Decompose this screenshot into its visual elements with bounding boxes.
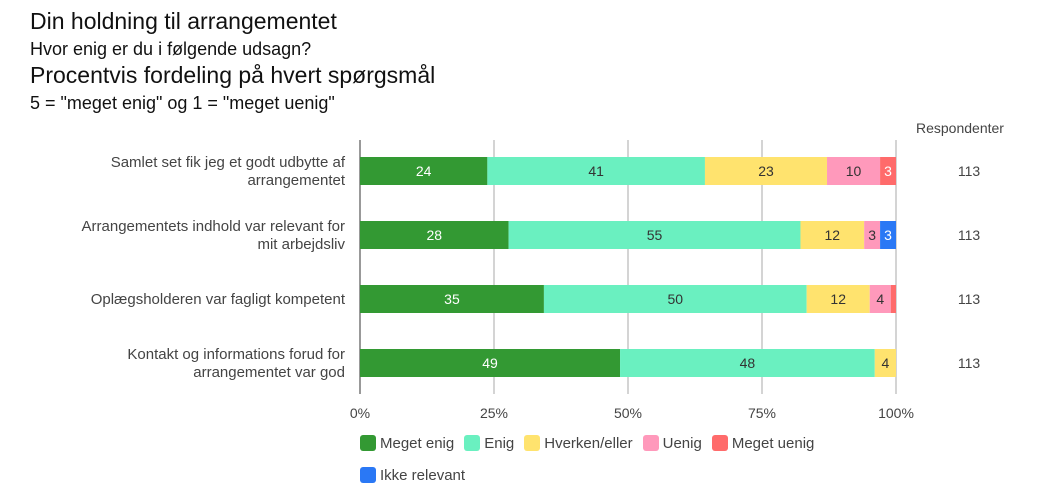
chart-legend: Meget enig Enig Hverken/eller Uenig Meget ue… (360, 432, 920, 496)
legend-label: Uenig (662, 434, 702, 452)
data-label: 12 (830, 291, 846, 307)
bar-segment[interactable] (360, 285, 544, 313)
x-tick-label: 100% (878, 405, 914, 421)
data-label: 41 (588, 163, 604, 179)
legend-swatch (642, 435, 659, 451)
bar-segment[interactable] (827, 157, 881, 185)
data-label: 49 (482, 355, 498, 371)
legend-label: Meget enig (380, 434, 455, 452)
legend-item[interactable]: Meget uenig (711, 432, 815, 454)
bar-segment[interactable] (360, 349, 621, 377)
data-label: 12 (825, 227, 841, 243)
category-label: Arrangementets indhold var relevant for (82, 218, 345, 235)
category-label: arrangementet var god (193, 364, 345, 381)
bar-segment[interactable] (704, 157, 828, 185)
category-label: mit arbejdsliv (257, 236, 345, 253)
legend-swatch (360, 467, 376, 483)
category-label: Kontakt og informations forud for (127, 346, 345, 363)
legend-item[interactable]: Meget enig (360, 432, 454, 454)
chart-subtitle-distribution: Procentvis fordeling på hvert spørgsmål (30, 62, 436, 88)
bar-segment[interactable] (800, 221, 865, 249)
data-label: 3 (868, 227, 876, 243)
legend-item[interactable]: Hverken/eller (524, 432, 633, 454)
respondents-count: 113 (958, 227, 981, 243)
legend-label: Hverken/eller (544, 434, 633, 452)
bar-segment[interactable] (360, 221, 509, 249)
legend-swatch (360, 435, 376, 451)
data-label: 23 (758, 163, 774, 179)
legend-swatch (464, 435, 481, 451)
data-label: 55 (647, 227, 663, 243)
bar-segment[interactable] (880, 221, 896, 249)
bar-segment[interactable] (874, 349, 896, 377)
category-label: Samlet set fik jeg et godt udbytte af (111, 154, 346, 171)
legend-item[interactable]: Ikke relevant (360, 464, 465, 486)
chart-subtitle-question: Hvor enig er du i følgende udsagn? (30, 39, 312, 59)
respondents-count: 113 (958, 355, 981, 371)
category-label: Oplægsholderen var fagligt kompetent (91, 291, 346, 308)
respondents-count: 113 (958, 163, 981, 179)
bar-segment[interactable] (360, 157, 488, 185)
data-label: 4 (876, 291, 884, 307)
data-label: 28 (427, 227, 443, 243)
bar-segment[interactable] (890, 285, 896, 313)
data-label: 24 (416, 163, 432, 179)
legend-label: Meget uenig (731, 434, 815, 452)
bar-segment[interactable] (508, 221, 801, 249)
category-label: arrangementet (247, 172, 345, 189)
legend-swatch (524, 435, 541, 451)
x-tick-label: 25% (480, 405, 508, 421)
legend-item[interactable]: Uenig (642, 432, 702, 454)
bar-segment[interactable] (864, 221, 881, 249)
bar-segment[interactable] (880, 157, 896, 185)
data-label: 35 (444, 291, 460, 307)
legend-label: Ikke relevant (380, 466, 466, 484)
bar-segment[interactable] (487, 157, 705, 185)
legend-swatch (711, 435, 728, 451)
data-label: 48 (740, 355, 756, 371)
data-label: 4 (881, 355, 889, 371)
chart-subtitle-scale: 5 = "meget enig" og 1 = "meget uenig" (30, 93, 335, 113)
chart-title: Din holdning til arrangementet (30, 8, 337, 34)
bar-segment[interactable] (869, 285, 891, 313)
legend-label: Enig (484, 434, 515, 452)
data-label: 3 (884, 227, 892, 243)
bar-segment[interactable] (543, 285, 807, 313)
x-tick-label: 0% (350, 405, 370, 421)
respondents-count: 113 (958, 291, 981, 307)
bar-segment[interactable] (620, 349, 875, 377)
data-label: 3 (884, 163, 892, 179)
x-tick-label: 50% (614, 405, 642, 421)
x-tick-label: 75% (748, 405, 776, 421)
respondents-header: Respondenter (916, 120, 1004, 136)
legend-item[interactable]: Enig (464, 432, 514, 454)
data-label: 50 (668, 291, 684, 307)
bar-segment[interactable] (806, 285, 870, 313)
data-label: 10 (846, 163, 862, 179)
